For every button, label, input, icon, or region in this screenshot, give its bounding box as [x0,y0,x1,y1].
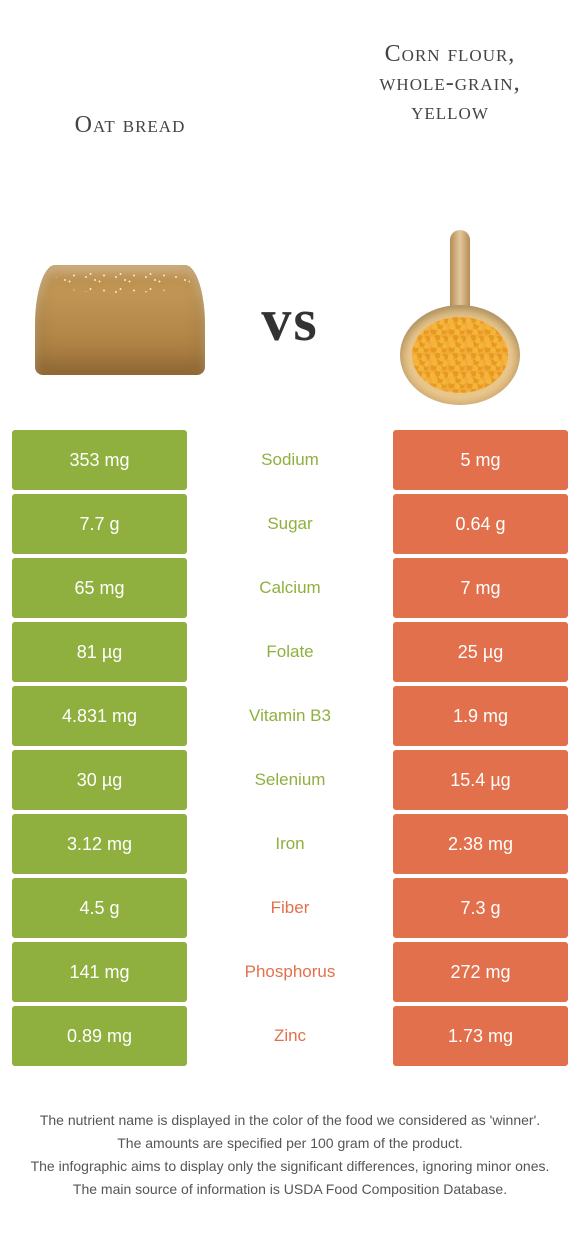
left-food-image [30,240,210,400]
right-food-title: Corn flour, whole-grain, yellow [350,30,550,126]
right-value: 2.38 mg [393,814,568,874]
table-row: 65 mgCalcium7 mg [12,558,568,618]
nutrient-label: Selenium [187,750,393,810]
left-value: 3.12 mg [12,814,187,874]
left-value: 30 µg [12,750,187,810]
left-value: 0.89 mg [12,1006,187,1066]
footer-notes: The nutrient name is displayed in the co… [0,1070,580,1200]
footer-line: The amounts are specified per 100 gram o… [30,1133,550,1154]
spoon-icon [390,230,530,410]
table-row: 0.89 mgZinc1.73 mg [12,1006,568,1066]
table-row: 81 µgFolate25 µg [12,622,568,682]
comparison-table: 353 mgSodium5 mg7.7 gSugar0.64 g65 mgCal… [0,430,580,1066]
footer-line: The nutrient name is displayed in the co… [30,1110,550,1131]
left-value: 65 mg [12,558,187,618]
left-value: 353 mg [12,430,187,490]
table-row: 4.5 gFiber7.3 g [12,878,568,938]
left-value: 7.7 g [12,494,187,554]
right-value: 5 mg [393,430,568,490]
nutrient-label: Iron [187,814,393,874]
bread-icon [35,265,205,375]
nutrient-label: Phosphorus [187,942,393,1002]
table-row: 3.12 mgIron2.38 mg [12,814,568,874]
table-row: 30 µgSelenium15.4 µg [12,750,568,810]
right-food-image [370,240,550,400]
left-value: 81 µg [12,622,187,682]
right-value: 272 mg [393,942,568,1002]
right-value: 1.73 mg [393,1006,568,1066]
right-value: 7.3 g [393,878,568,938]
table-row: 7.7 gSugar0.64 g [12,494,568,554]
nutrient-label: Sugar [187,494,393,554]
table-row: 141 mgPhosphorus272 mg [12,942,568,1002]
left-food-title: Oat bread [30,111,230,140]
nutrient-label: Vitamin B3 [187,686,393,746]
nutrient-label: Fiber [187,878,393,938]
nutrient-label: Sodium [187,430,393,490]
right-value: 0.64 g [393,494,568,554]
left-value: 4.831 mg [12,686,187,746]
right-value: 7 mg [393,558,568,618]
footer-line: The main source of information is USDA F… [30,1179,550,1200]
right-value: 1.9 mg [393,686,568,746]
nutrient-label: Folate [187,622,393,682]
footer-line: The infographic aims to display only the… [30,1156,550,1177]
right-value: 25 µg [393,622,568,682]
left-value: 4.5 g [12,878,187,938]
vs-label: vs [261,286,318,355]
right-value: 15.4 µg [393,750,568,810]
table-row: 4.831 mgVitamin B31.9 mg [12,686,568,746]
image-row: vs [0,230,580,430]
nutrient-label: Calcium [187,558,393,618]
nutrient-label: Zinc [187,1006,393,1066]
header: Oat bread Corn flour, whole-grain, yello… [0,0,580,230]
left-value: 141 mg [12,942,187,1002]
table-row: 353 mgSodium5 mg [12,430,568,490]
